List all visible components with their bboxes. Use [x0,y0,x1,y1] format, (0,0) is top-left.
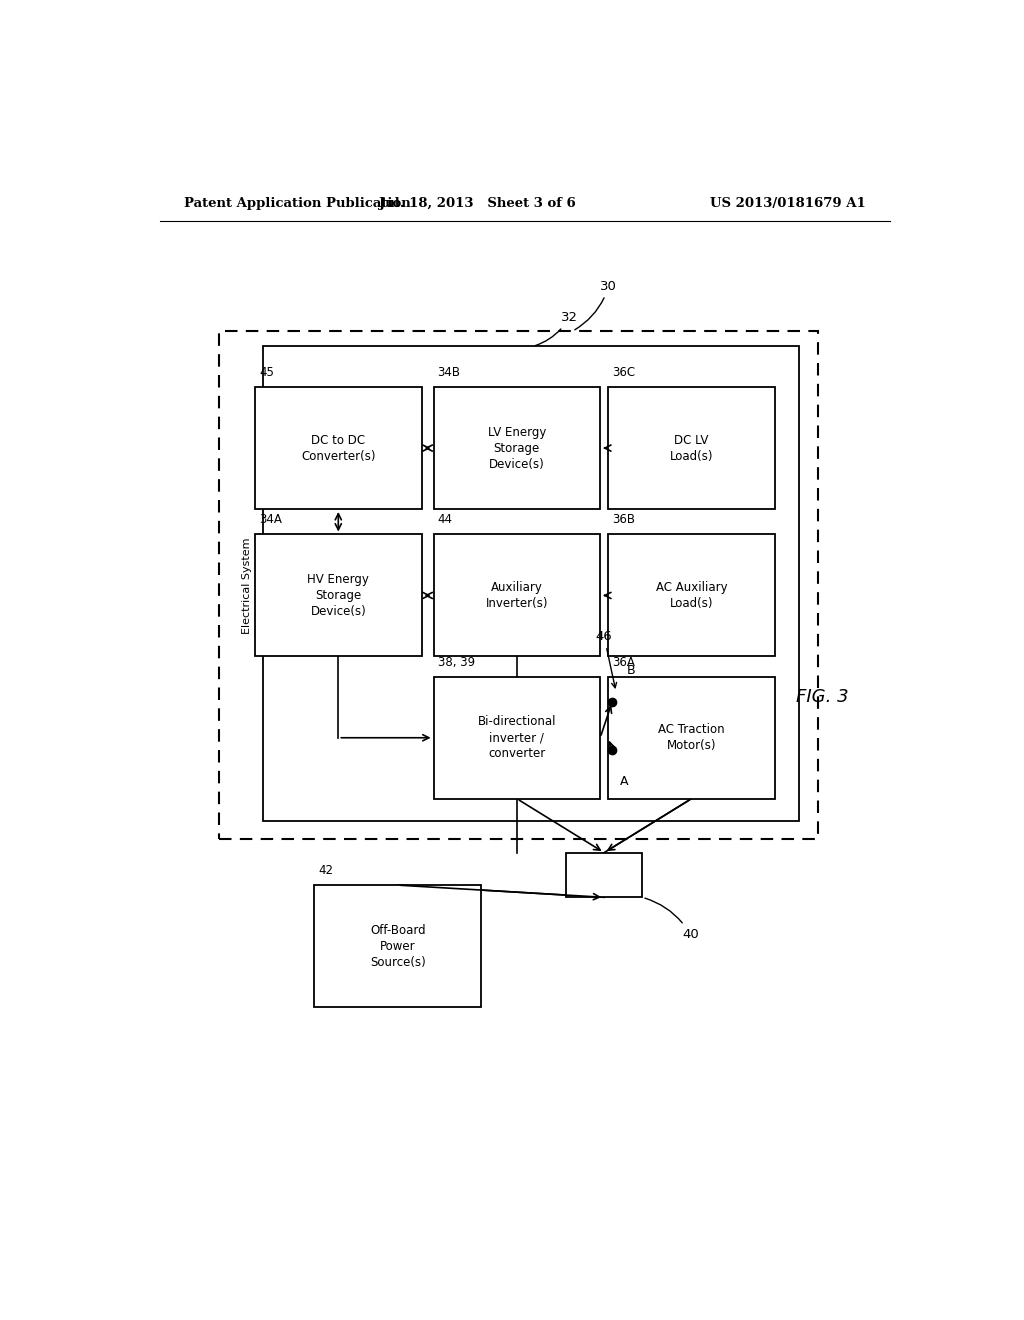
FancyBboxPatch shape [608,387,775,510]
Text: Auxiliary
Inverter(s): Auxiliary Inverter(s) [485,581,548,610]
Text: Electrical System
Bus: Electrical System Bus [243,537,264,634]
FancyBboxPatch shape [433,677,600,799]
Text: LV Energy
Storage
Device(s): LV Energy Storage Device(s) [487,425,546,470]
FancyBboxPatch shape [255,387,422,510]
Text: HV Energy
Storage
Device(s): HV Energy Storage Device(s) [307,573,370,618]
Text: Bi-directional
inverter /
converter: Bi-directional inverter / converter [477,715,556,760]
Text: Jul. 18, 2013   Sheet 3 of 6: Jul. 18, 2013 Sheet 3 of 6 [379,197,575,210]
Text: Patent Application Publication: Patent Application Publication [183,197,411,210]
Text: 42: 42 [318,865,334,876]
Text: 32: 32 [536,312,578,346]
Text: B: B [627,664,635,677]
FancyBboxPatch shape [255,535,422,656]
Text: 40: 40 [645,898,698,941]
Text: 36C: 36C [612,366,635,379]
Text: AC Traction
Motor(s): AC Traction Motor(s) [658,723,725,752]
FancyBboxPatch shape [314,886,481,1007]
Text: 38, 39: 38, 39 [437,656,475,669]
FancyBboxPatch shape [433,387,600,510]
Text: 46: 46 [596,630,616,688]
FancyBboxPatch shape [608,677,775,799]
Text: 34B: 34B [437,366,461,379]
Text: 45: 45 [259,366,273,379]
Text: AC Auxiliary
Load(s): AC Auxiliary Load(s) [655,581,727,610]
Text: US 2013/0181679 A1: US 2013/0181679 A1 [711,197,866,210]
Text: 30: 30 [574,280,617,330]
Text: FIG. 3: FIG. 3 [796,688,849,706]
FancyBboxPatch shape [608,535,775,656]
FancyBboxPatch shape [566,853,642,898]
Text: Off-Board
Power
Source(s): Off-Board Power Source(s) [370,924,426,969]
Text: 44: 44 [437,513,453,527]
Text: 36B: 36B [612,513,635,527]
Text: DC LV
Load(s): DC LV Load(s) [670,433,713,462]
Text: 36A: 36A [612,656,635,669]
Text: 34A: 34A [259,513,282,527]
Text: DC to DC
Converter(s): DC to DC Converter(s) [301,433,376,462]
Text: A: A [620,775,629,788]
FancyBboxPatch shape [433,535,600,656]
